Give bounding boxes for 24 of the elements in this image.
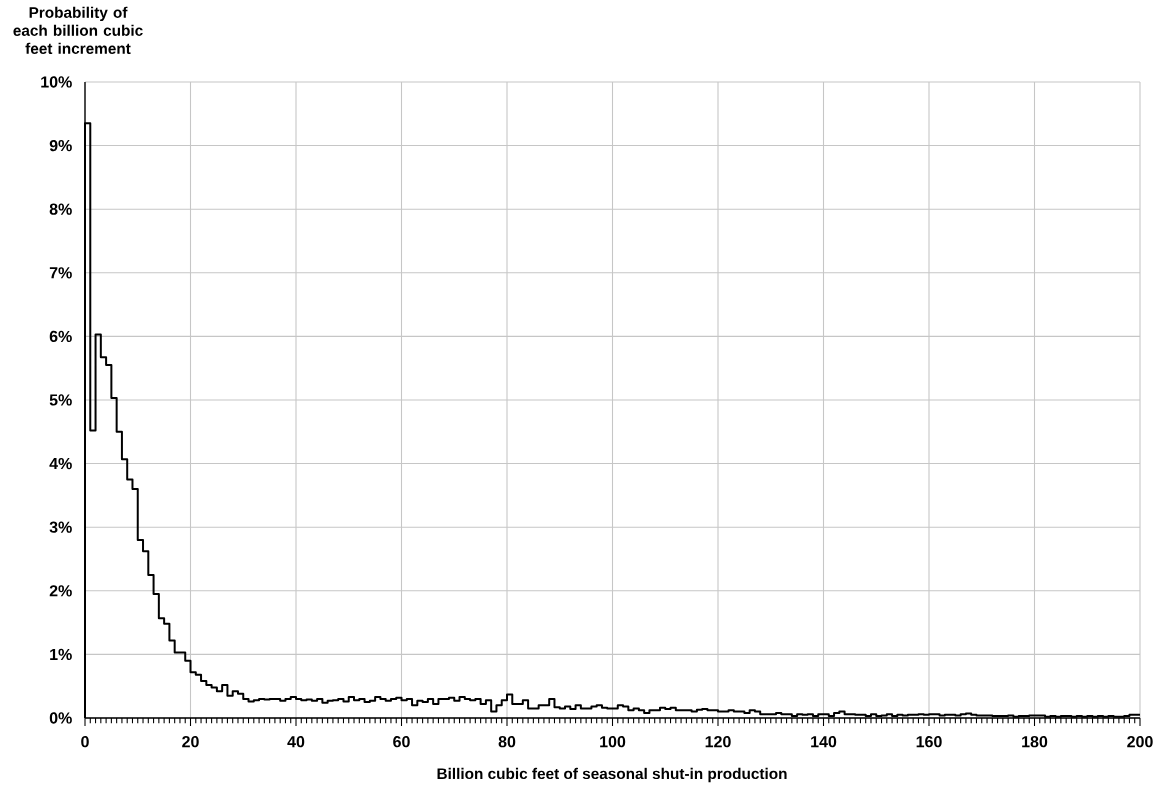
y-tick-label: 2%	[49, 585, 72, 597]
x-tick-label: 180	[1022, 736, 1048, 748]
y-tick-label: 0%	[49, 712, 72, 724]
x-tick-label: 200	[1127, 736, 1153, 748]
x-tick-label: 100	[600, 736, 626, 748]
x-tick-label: 80	[498, 736, 516, 748]
x-tick-label: 20	[182, 736, 199, 748]
x-tick-label: 0	[81, 736, 89, 748]
y-tick-label: 4%	[49, 457, 72, 470]
x-tick-label: 120	[705, 736, 731, 748]
x-tick-label: 60	[393, 736, 410, 748]
y-tick-label: 1%	[50, 648, 72, 661]
x-tick-label: 160	[916, 736, 942, 748]
x-axis-title: Billion cubic feet of seasonal shut-in production	[437, 767, 787, 783]
y-tick-label: 6%	[49, 330, 72, 343]
y-tick-label: 7%	[49, 267, 72, 279]
y-tick-label: 5%	[49, 394, 72, 406]
x-tick-label: 40	[287, 736, 305, 748]
y-tick-label: 3%	[49, 521, 72, 533]
y-tick-label: 9%	[49, 139, 72, 152]
y-axis-title: Probability of each billion cubic feet increment	[13, 6, 143, 54]
y-tick-label: 8%	[49, 203, 72, 215]
y-tick-label: 10%	[41, 76, 72, 88]
x-tick-label: 140	[811, 736, 837, 748]
